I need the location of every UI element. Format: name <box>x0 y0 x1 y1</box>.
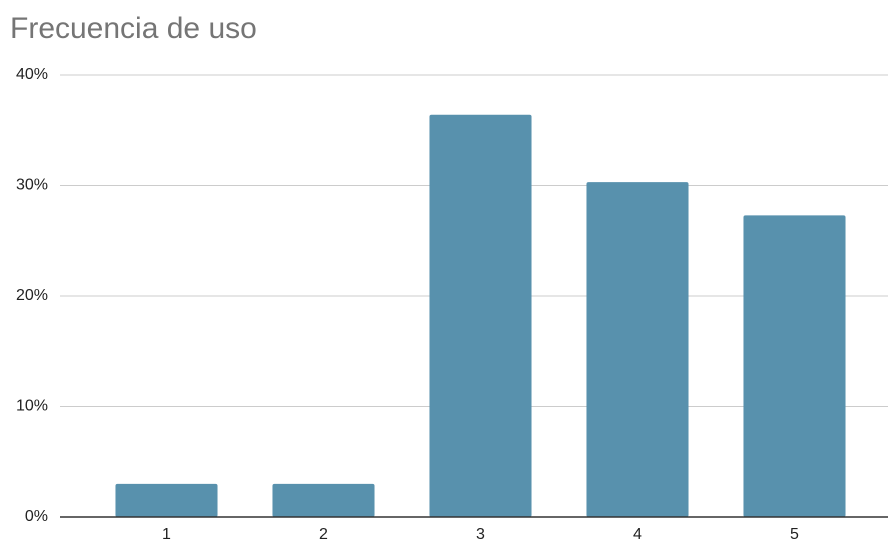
bar <box>115 483 218 517</box>
x-tick-label: 4 <box>633 526 642 540</box>
chart-title: Frecuencia de uso <box>10 12 257 45</box>
bar <box>272 483 375 517</box>
y-tick-label: 20% <box>16 287 48 304</box>
y-tick-label: 30% <box>16 177 48 194</box>
x-tick-label: 3 <box>476 526 485 540</box>
y-tick-label: 0% <box>25 508 48 525</box>
x-tick-label: 1 <box>162 526 171 540</box>
bar <box>743 215 846 517</box>
x-tick-label: 2 <box>319 526 328 540</box>
y-tick-label: 40% <box>16 66 48 83</box>
bar <box>586 182 689 517</box>
y-tick-label: 10% <box>16 398 48 415</box>
bar <box>429 114 532 517</box>
x-tick-label: 5 <box>790 526 799 540</box>
